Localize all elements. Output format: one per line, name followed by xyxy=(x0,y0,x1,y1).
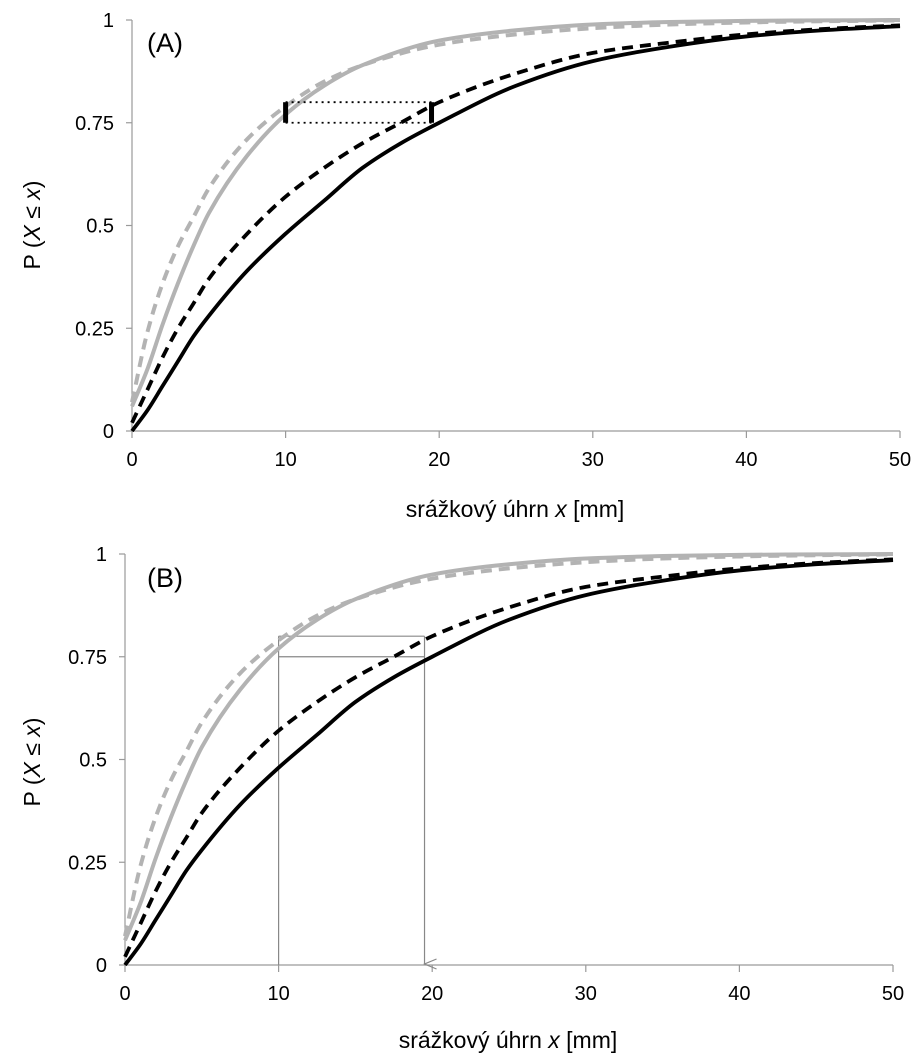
panel-a-y-tick-label: 0.5 xyxy=(86,216,114,238)
panel-a-y-tick-label: 0.25 xyxy=(75,318,114,340)
panel-b-x-tick-label: 40 xyxy=(728,983,750,1005)
panel-a-x-tick-label: 40 xyxy=(735,449,757,471)
panel-b-x-tick-label: 0 xyxy=(119,983,130,1005)
panel-b-x-tick-label: 10 xyxy=(267,983,289,1005)
panel-a-y-axis-title: P (X ≤ x) xyxy=(19,181,45,270)
panel-a-x-axis-title: srážkový úhrn x [mm] xyxy=(406,496,625,522)
panel-b-x-tick-label: 20 xyxy=(421,983,443,1005)
panel-a-series-gray-dashed xyxy=(130,18,901,403)
panel-a-x-tick-label: 0 xyxy=(126,449,137,471)
panel-b-x-axis-title: srážkový úhrn x [mm] xyxy=(399,1027,618,1053)
panel-a-y-tick-label: 0.75 xyxy=(75,113,114,135)
panel-b-series-gray-solid xyxy=(123,552,894,942)
panel-a-label: (A) xyxy=(147,28,183,58)
panel-a-x-tick-label: 30 xyxy=(582,449,604,471)
panel-a-y-tick-label: 0 xyxy=(103,421,114,443)
panel-a-x-tick-label: 20 xyxy=(428,449,450,471)
panel-b-y-axis-title: P (X ≤ x) xyxy=(19,718,45,807)
panel-b-series-black-dashed xyxy=(123,557,894,958)
panel-a-y-tick-label: 1 xyxy=(103,10,114,32)
panel-b-y-tick-label: 0.25 xyxy=(68,852,107,874)
panel-b-label: (B) xyxy=(147,563,183,593)
panel-a-x-tick-label: 10 xyxy=(274,449,296,471)
panel-a-series-black-dashed xyxy=(130,23,901,424)
panel-a-series-gray-solid xyxy=(130,18,901,408)
panel-b-series-black-solid xyxy=(123,558,894,967)
panel-b-y-tick-label: 0.75 xyxy=(68,647,107,669)
panel-b-y-tick-label: 1 xyxy=(96,544,107,566)
panel-a-series-black-solid xyxy=(130,24,901,433)
panel-b-y-tick-label: 0.5 xyxy=(79,750,107,772)
panel-b-x-tick-label: 50 xyxy=(882,983,904,1005)
panel-b-series-gray-dashed xyxy=(123,552,894,937)
panel-b-x-tick-label: 30 xyxy=(575,983,597,1005)
panel-b-y-tick-label: 0 xyxy=(96,955,107,977)
panel-a-x-tick-label: 50 xyxy=(889,449,911,471)
